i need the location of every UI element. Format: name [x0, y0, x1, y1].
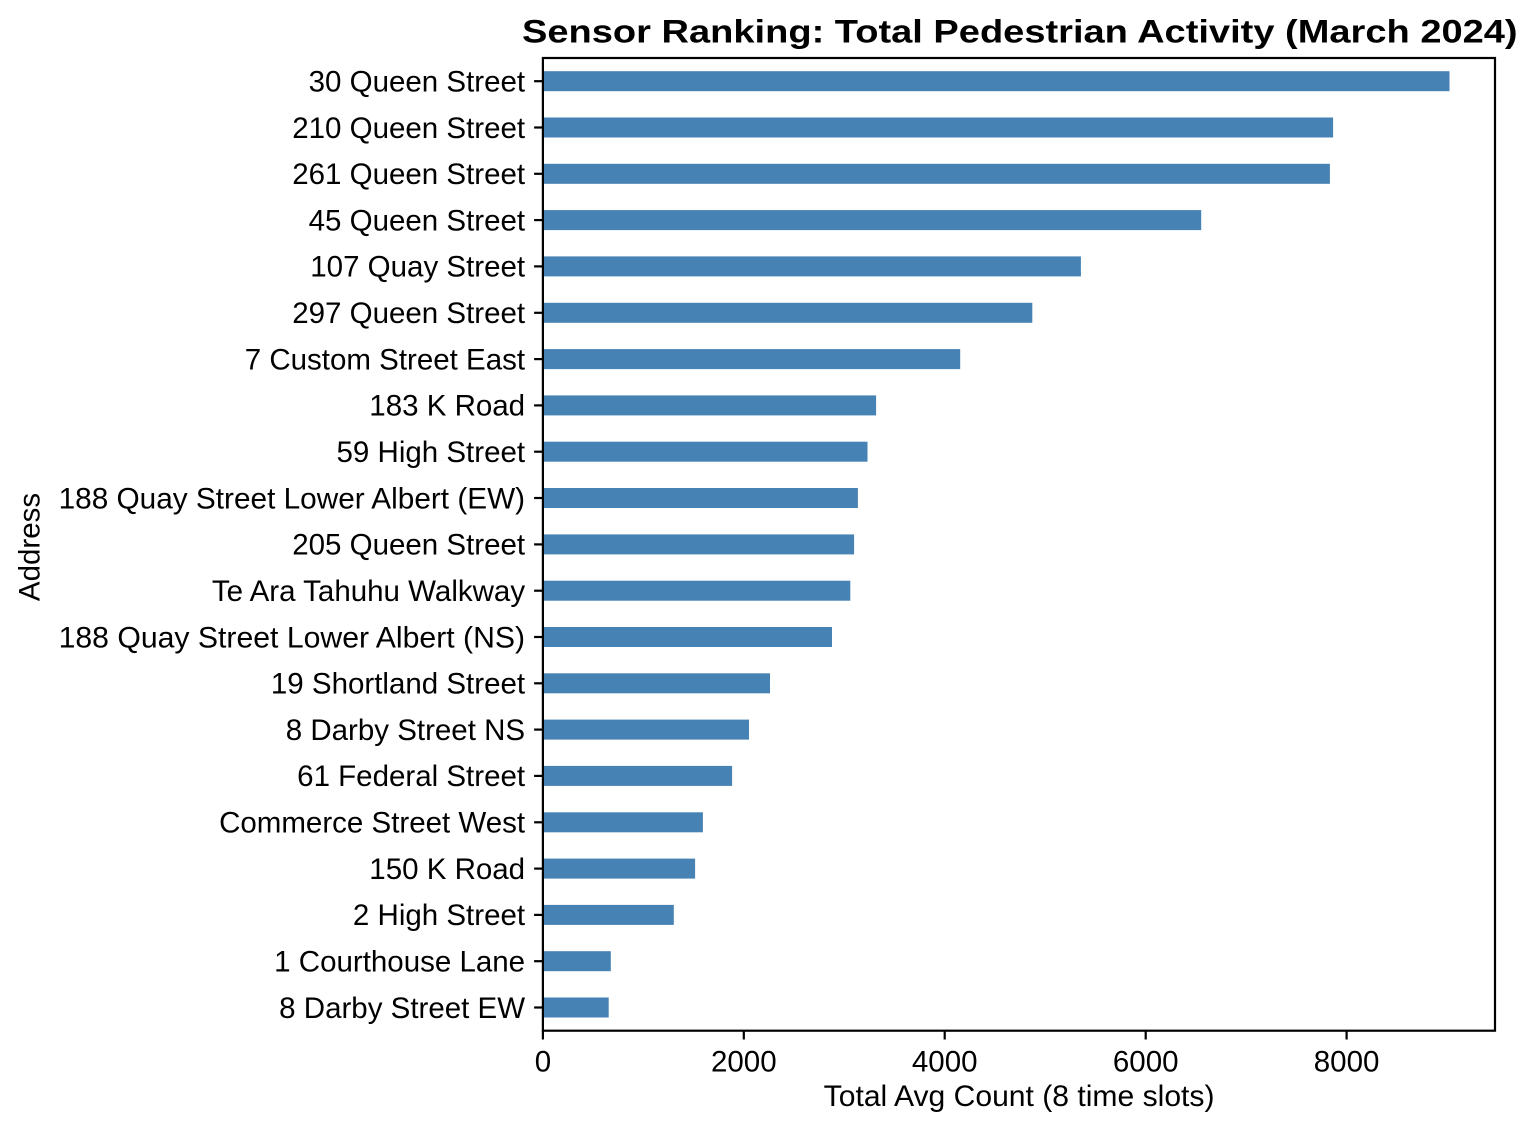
svg-text:183 K Road: 183 K Road: [369, 390, 525, 423]
svg-text:150 K Road: 150 K Road: [369, 853, 525, 886]
svg-text:59 High Street: 59 High Street: [337, 436, 526, 469]
svg-text:61 Federal Street: 61 Federal Street: [297, 760, 525, 793]
svg-text:297 Queen Street: 297 Queen Street: [292, 297, 525, 330]
svg-text:8000: 8000: [1314, 1045, 1380, 1078]
svg-text:188 Quay Street Lower Albert (: 188 Quay Street Lower Albert (NS): [59, 621, 526, 654]
svg-text:Total Avg Count (8 time slots): Total Avg Count (8 time slots): [824, 1080, 1215, 1113]
svg-text:2000: 2000: [711, 1045, 777, 1078]
svg-text:8 Darby Street EW: 8 Darby Street EW: [279, 992, 525, 1025]
svg-text:Commerce Street West: Commerce Street West: [219, 807, 525, 840]
svg-text:Sensor Ranking: Total Pedestri: Sensor Ranking: Total Pedestrian Activit…: [522, 14, 1518, 50]
svg-text:Address: Address: [14, 493, 47, 601]
svg-text:7 Custom Street East: 7 Custom Street East: [245, 343, 525, 376]
svg-text:45 Queen Street: 45 Queen Street: [309, 204, 525, 237]
svg-text:8 Darby Street NS: 8 Darby Street NS: [286, 714, 525, 747]
svg-text:188 Quay Street Lower Albert (: 188 Quay Street Lower Albert (EW): [59, 482, 526, 515]
svg-text:30 Queen Street: 30 Queen Street: [309, 66, 525, 99]
svg-text:261 Queen Street: 261 Queen Street: [292, 158, 525, 191]
svg-text:0: 0: [535, 1045, 551, 1078]
svg-text:19 Shortland Street: 19 Shortland Street: [271, 668, 525, 701]
svg-text:205 Queen Street: 205 Queen Street: [292, 529, 525, 562]
svg-text:2 High Street: 2 High Street: [353, 899, 525, 932]
svg-text:4000: 4000: [912, 1045, 978, 1078]
svg-text:107 Quay Street: 107 Quay Street: [310, 251, 525, 284]
svg-text:210 Queen Street: 210 Queen Street: [292, 112, 525, 145]
svg-text:1 Courthouse Lane: 1 Courthouse Lane: [274, 946, 525, 979]
svg-text:6000: 6000: [1113, 1045, 1179, 1078]
svg-text:Te Ara Tahuhu Walkway: Te Ara Tahuhu Walkway: [212, 575, 525, 608]
